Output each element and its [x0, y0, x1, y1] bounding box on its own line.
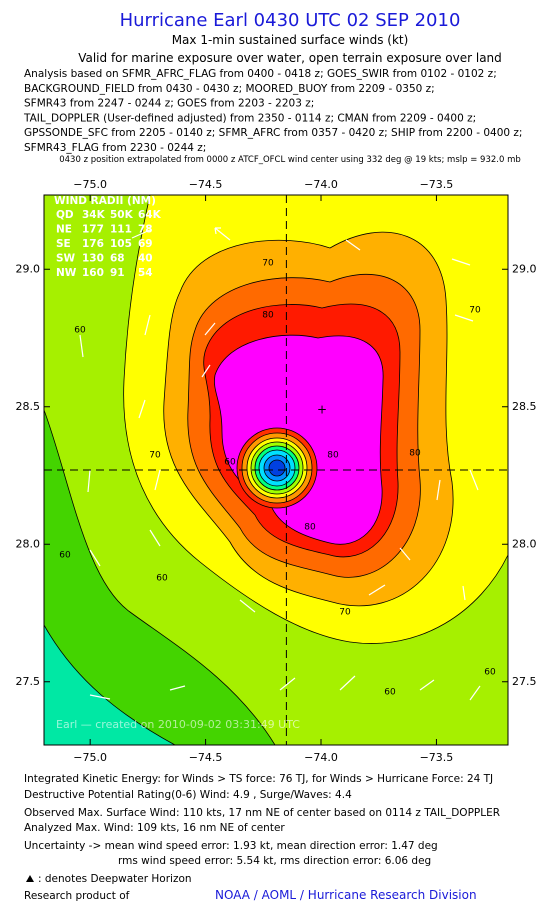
wind-radii-cell: 111: [110, 224, 132, 236]
wind-radii-cell: 69: [138, 238, 153, 250]
x-tick-label: −74.0: [304, 751, 338, 764]
contour-label: 80: [262, 311, 274, 321]
subtitle: Max 1-min sustained surface winds (kt): [172, 33, 409, 47]
analysis-line: SFMR43_FLAG from 2230 - 0244 z;: [24, 142, 206, 154]
analysis-line: TAIL_DOPPLER (User-defined adjusted) fro…: [23, 112, 476, 124]
wind-radii-table: WIND RADII (NM) QD 34K 50K 64K NE 177 111 78 SE 1…: [54, 195, 162, 279]
organization: NOAA / AOML / Hurricane Research Divisio…: [215, 888, 477, 902]
contour-labels: 70 60 80 70 60 70 80 80 80 60 60 70 60 60: [59, 259, 496, 698]
wind-field: +: [44, 195, 508, 745]
wind-radii-cell: 64K: [138, 209, 162, 221]
axes: −75.0 −75.0 −74.5 −74.5 −74.0 −74.0 −73.5 −73.5…: [16, 178, 537, 764]
y-tick-label: 28.0: [16, 537, 41, 550]
wind-radii-cell: SE: [56, 238, 71, 250]
wind-radii-cell: 34K: [82, 209, 106, 221]
contour-label: 80: [304, 523, 316, 533]
contour-label: 70: [339, 608, 351, 618]
contour-label: 60: [384, 688, 396, 698]
footer-line: rms wind speed error: 5.54 kt, rms direc…: [118, 855, 431, 867]
y-tick-label: 27.5: [16, 675, 41, 688]
contour-label: 80: [327, 451, 339, 461]
footer-line: Analyzed Max. Wind: 109 kts, 16 nm NE of…: [24, 822, 285, 834]
legend-symbol: [26, 875, 34, 882]
y-tick-label: 28.0: [512, 537, 537, 550]
x-tick-label: −73.5: [420, 178, 454, 191]
contour-label: 80: [409, 449, 421, 459]
legend-text: : denotes Deepwater Horizon: [38, 873, 192, 885]
position-note: 0430 z position extrapolated from 0000 z…: [59, 155, 521, 165]
contour-label: 60: [59, 551, 71, 561]
y-tick-label: 29.0: [16, 262, 41, 275]
footer-line: Observed Max. Surface Wind: 110 kts, 17 …: [24, 807, 500, 819]
y-tick-label: 28.5: [16, 400, 41, 413]
footer-lines: Integrated Kinetic Energy: for Winds > T…: [24, 773, 500, 867]
wind-radii-cell: SW: [56, 253, 76, 265]
wind-radii-cell: 50K: [110, 209, 134, 221]
wind-radii-cell: NE: [56, 224, 72, 236]
x-tick-label: −74.5: [189, 751, 223, 764]
y-tick-label: 29.0: [512, 262, 537, 275]
wind-radii-cell: 177: [82, 224, 104, 236]
wind-radii-cell: 40: [138, 253, 153, 265]
wind-radii-cell: QD: [56, 209, 74, 221]
contour-label: 60: [74, 326, 86, 336]
wind-radii-cell: 105: [110, 238, 132, 250]
title: Hurricane Earl 0430 UTC 02 SEP 2010: [120, 10, 461, 31]
y-tick-label: 27.5: [512, 675, 537, 688]
wind-radii-cell: 68: [110, 253, 125, 265]
x-tick-label: −75.0: [73, 751, 107, 764]
footer-line: Uncertainty -> mean wind speed error: 1.…: [24, 840, 438, 852]
contour-label: 70: [149, 451, 161, 461]
analysis-lines: Analysis based on SFMR_AFRC_FLAG from 04…: [23, 68, 522, 154]
wind-radii-cell: 91: [110, 267, 125, 279]
analysis-line: Analysis based on SFMR_AFRC_FLAG from 04…: [24, 68, 497, 80]
wind-radii-cell: 54: [138, 267, 153, 279]
contour-label: 60: [484, 668, 496, 678]
analysis-line: SFMR43 from 2247 - 0244 z; GOES from 220…: [24, 98, 314, 110]
wind-radii-cell: 160: [82, 267, 104, 279]
y-tick-label: 28.5: [512, 400, 537, 413]
x-tick-label: −74.5: [189, 178, 223, 191]
contour-label: 70: [469, 306, 481, 316]
x-tick-label: −74.0: [304, 178, 338, 191]
validity: Valid for marine exposure over water, op…: [78, 51, 502, 65]
analysis-line: GPSSONDE_SFC from 2205 - 0140 z; SFMR_AF…: [24, 127, 522, 139]
x-tick-label: −75.0: [73, 178, 107, 191]
max-wind-marker: +: [317, 403, 327, 417]
analysis-line: BACKGROUND_FIELD from 0430 - 0430 z; MOO…: [24, 83, 435, 95]
research-label: Research product of: [24, 890, 130, 902]
contour-label: 70: [262, 259, 274, 269]
contour-label: 60: [156, 574, 168, 584]
x-tick-label: −73.5: [420, 751, 454, 764]
contour-label: 60: [224, 458, 236, 468]
wind-radii-title: WIND RADII (NM): [54, 195, 156, 207]
wind-radii-cell: 176: [82, 238, 104, 250]
wind-radii-cell: 78: [138, 224, 153, 236]
wind-arrows: [79, 227, 481, 701]
wind-radii-cell: 130: [82, 253, 104, 265]
watermark: Earl — created on 2010-09-02 03:31:49 UT…: [56, 718, 300, 731]
wind-radii-cell: NW: [56, 267, 77, 279]
footer-line: Integrated Kinetic Energy: for Winds > T…: [24, 773, 493, 785]
footer-line: Destructive Potential Rating(0-6) Wind: …: [24, 789, 352, 801]
